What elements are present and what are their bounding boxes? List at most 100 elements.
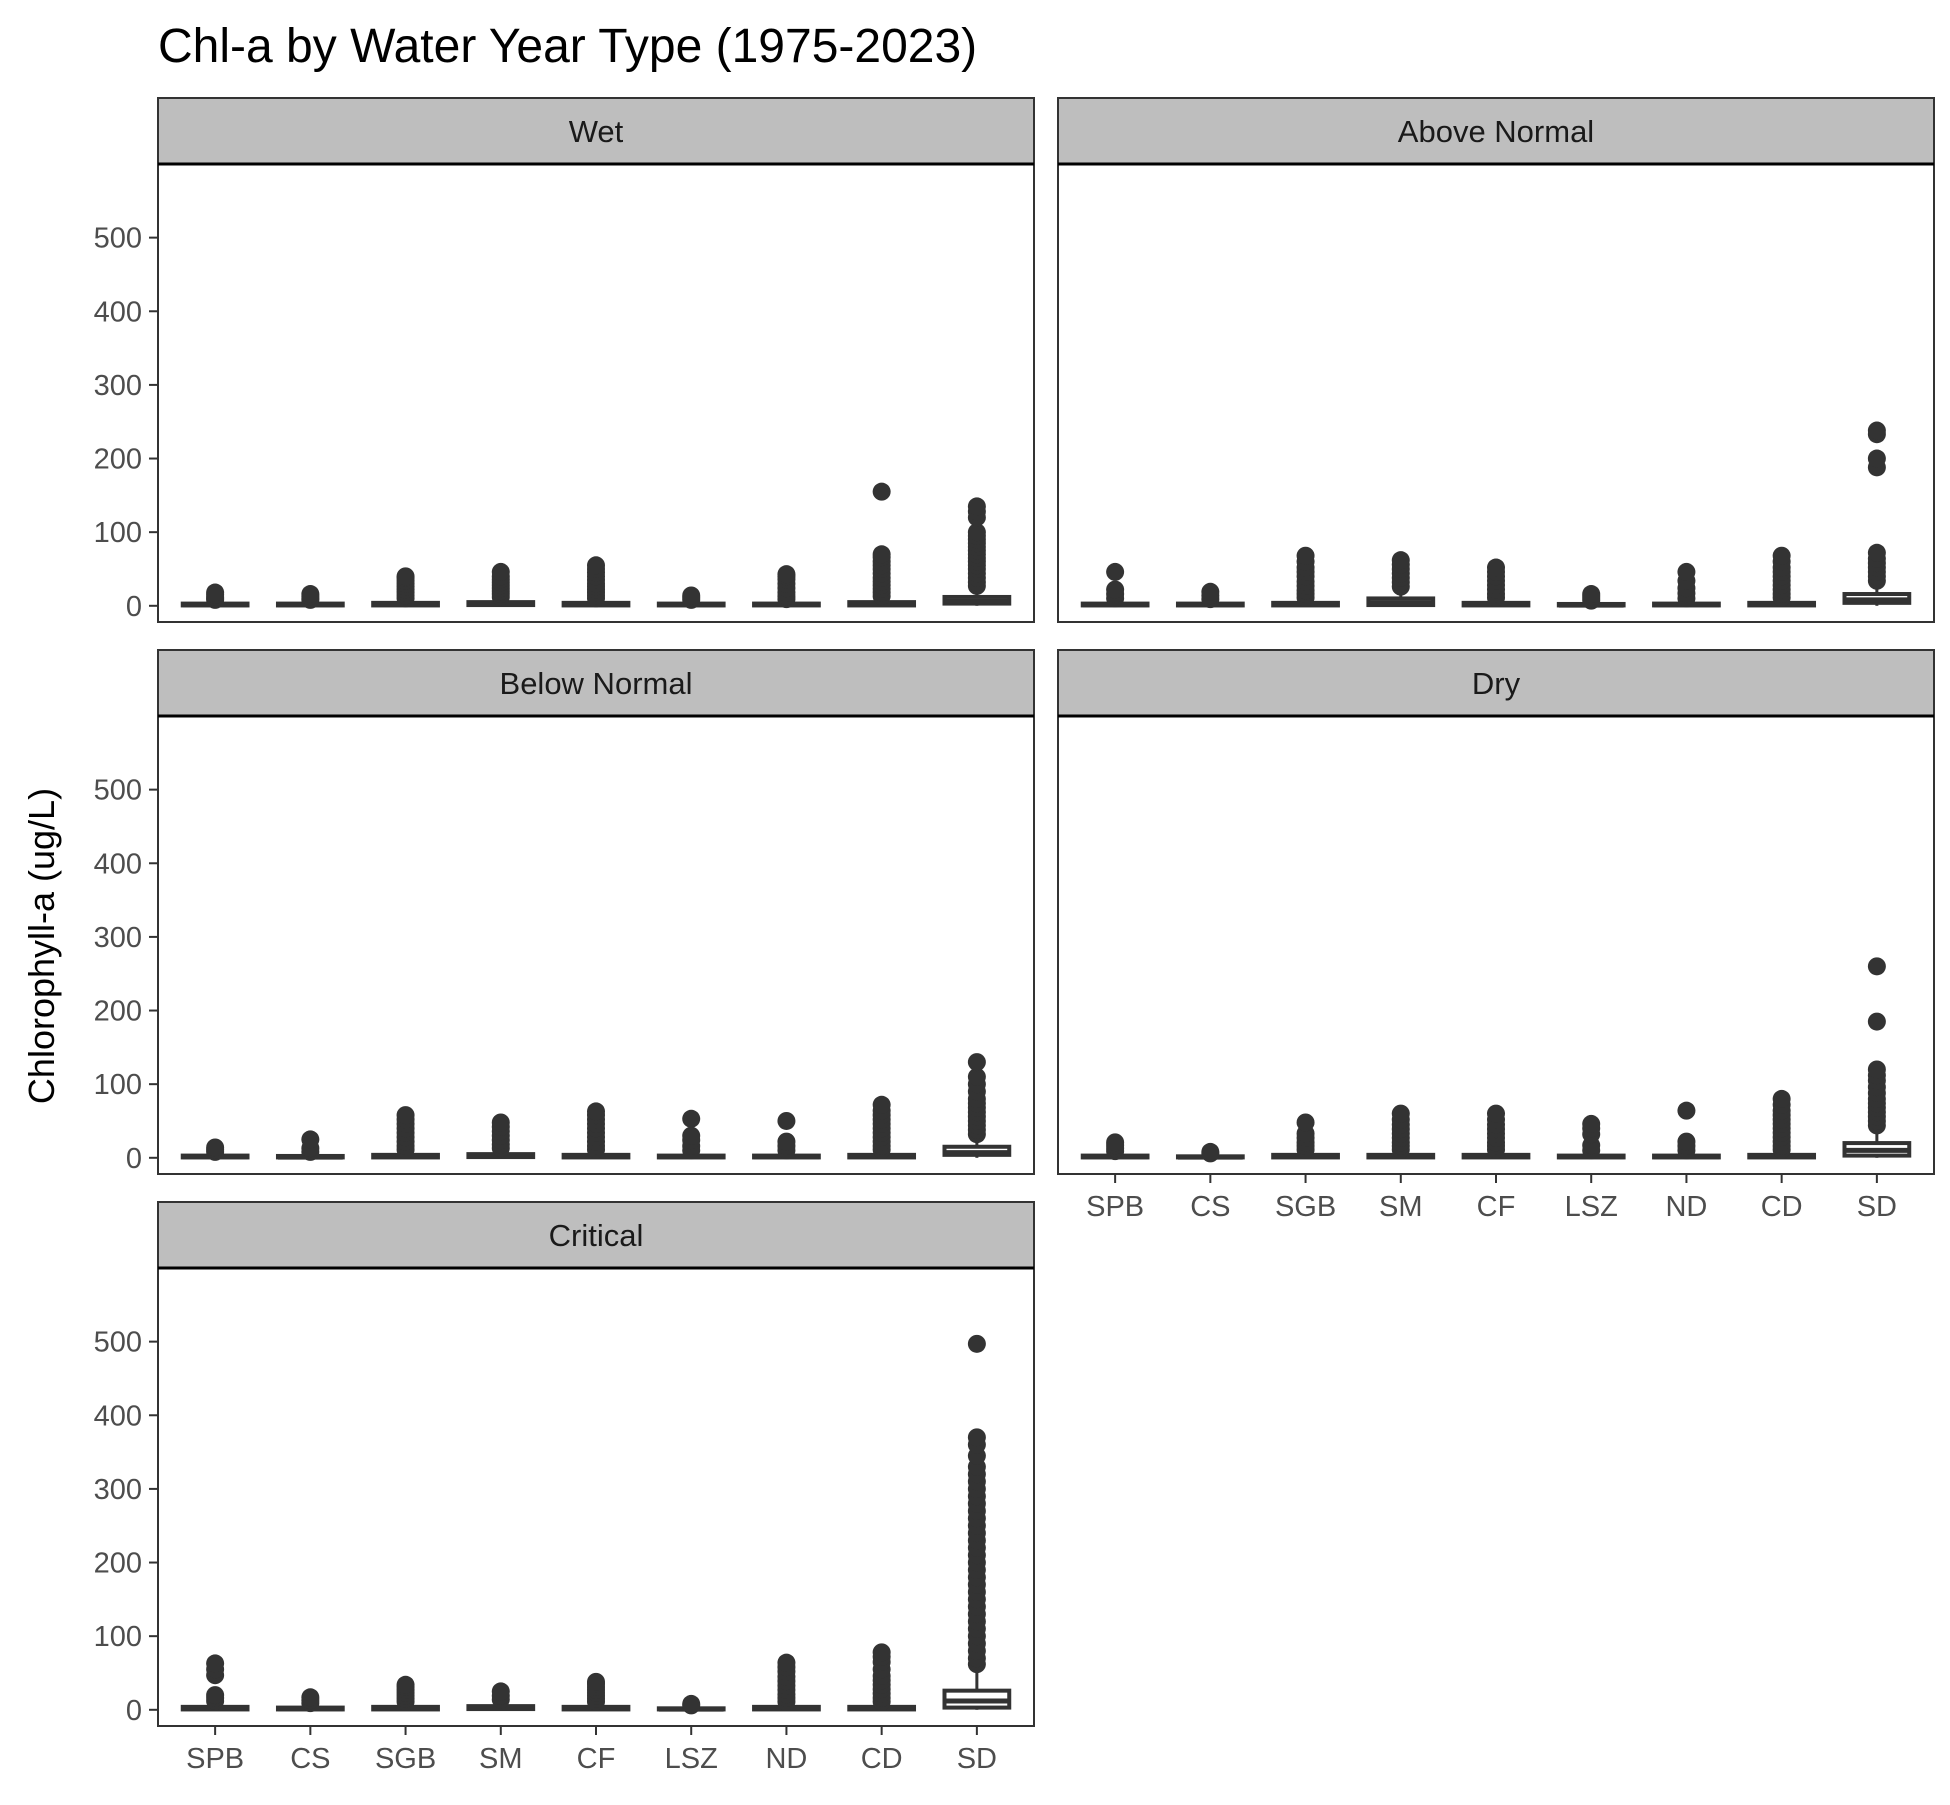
- box-lsz: [656, 1109, 726, 1160]
- x-tick-label: SPB: [186, 1743, 244, 1775]
- outlier-point: [967, 1428, 986, 1447]
- outlier-point: [967, 497, 986, 516]
- x-tick-label: SPB: [1086, 1191, 1144, 1223]
- x-tick-label: SD: [1857, 1191, 1897, 1223]
- plot-area: [157, 715, 1035, 1175]
- facet-panel-below-normal: Below Normal 0 100 200 300 400 500: [94, 649, 1035, 1175]
- outlier-point: [587, 556, 605, 575]
- y-tick-label: 400: [94, 848, 142, 880]
- box-lsz: [1556, 1114, 1626, 1160]
- box-sm: [466, 1113, 536, 1160]
- outlier-point: [396, 1675, 415, 1694]
- outlier-point: [1677, 1132, 1696, 1151]
- x-tick-label: ND: [1665, 1191, 1707, 1223]
- y-tick-label: 0: [126, 591, 142, 623]
- box-spb: [180, 583, 250, 609]
- box-sm: [1366, 1104, 1436, 1160]
- outlier-point: [1867, 421, 1886, 440]
- facet-panels: Wet 0 100 200 300 400 500 Above Normal Below Nor…: [94, 97, 1935, 1775]
- plot-area: [157, 163, 1035, 623]
- plot-area: [157, 1267, 1035, 1727]
- y-tick-label: 400: [94, 296, 142, 328]
- box-cf: [561, 1102, 631, 1160]
- x-tick-label: SM: [479, 1743, 523, 1775]
- box-cf: [561, 1672, 631, 1712]
- box-sgb: [1271, 1113, 1340, 1160]
- box-spb: [1080, 562, 1150, 608]
- box-sgb: [371, 567, 440, 608]
- box-nd: [1652, 562, 1721, 608]
- box-sgb: [371, 1106, 440, 1160]
- facet-strip: [157, 97, 1035, 165]
- outlier-point: [682, 1126, 701, 1145]
- outlier-point: [967, 523, 986, 542]
- outlier-point: [491, 562, 510, 581]
- y-tick-label: 0: [126, 1143, 142, 1175]
- y-tick-label: 0: [126, 1695, 142, 1727]
- outlier-point: [1201, 582, 1220, 601]
- outlier-point: [396, 567, 415, 586]
- outlier-point: [1296, 546, 1315, 565]
- outlier-point: [967, 1067, 986, 1086]
- outlier-point: [301, 585, 320, 604]
- y-tick-label: 200: [94, 996, 142, 1028]
- facet-strip: [1057, 649, 1935, 717]
- outlier-point: [587, 1102, 605, 1121]
- y-tick-label: 200: [94, 1548, 142, 1580]
- y-tick-label: 300: [94, 1474, 142, 1506]
- box-sd: [1842, 421, 1912, 606]
- outlier-point: [491, 1682, 510, 1701]
- outlier-point: [1201, 1142, 1220, 1161]
- outlier-point: [1487, 558, 1505, 577]
- outlier-point: [206, 1138, 225, 1157]
- outlier-point: [1677, 562, 1696, 581]
- box-sm: [466, 1682, 536, 1712]
- box-cd: [847, 1643, 917, 1712]
- x-tick-label: LSZ: [665, 1743, 718, 1775]
- outlier-point: [777, 1111, 796, 1130]
- box-cs: [275, 1130, 345, 1161]
- facet-strip-label: Critical: [549, 1218, 644, 1253]
- x-tick-label: ND: [765, 1743, 807, 1775]
- facet-panel-above-normal: Above Normal: [1057, 97, 1935, 623]
- x-tick-label: CF: [577, 1743, 616, 1775]
- outlier-point: [1867, 1060, 1886, 1079]
- y-tick-label: 500: [94, 1327, 142, 1359]
- x-tick-label: CS: [290, 1743, 330, 1775]
- box-cd: [847, 482, 917, 608]
- x-tick-label: SGB: [1275, 1191, 1336, 1223]
- box-sm: [466, 562, 536, 608]
- facet-strip-label: Above Normal: [1398, 114, 1594, 149]
- box-sd: [942, 497, 1012, 606]
- box-cf: [1461, 558, 1531, 608]
- facet-panel-wet: Wet 0 100 200 300 400 500: [94, 97, 1035, 623]
- box-spb: [1080, 1133, 1150, 1161]
- outlier-point: [301, 1130, 320, 1149]
- box-cf: [561, 556, 631, 608]
- box-lsz: [656, 586, 726, 609]
- outlier-point: [1772, 1089, 1791, 1108]
- outlier-point: [206, 583, 225, 602]
- outlier-point: [872, 1095, 891, 1114]
- outlier-point: [682, 1109, 701, 1128]
- x-tick-label: LSZ: [1565, 1191, 1618, 1223]
- outlier-point: [1867, 543, 1886, 562]
- y-tick-label: 200: [94, 444, 142, 476]
- y-tick-label: 400: [94, 1400, 142, 1432]
- box-sd: [942, 1053, 1012, 1158]
- outlier-point: [396, 1106, 415, 1125]
- outlier-point: [682, 1694, 701, 1713]
- outlier-point: [1772, 546, 1791, 565]
- outlier-point: [777, 565, 796, 584]
- outlier-point: [872, 545, 891, 564]
- outlier-point: [1867, 449, 1886, 468]
- x-tick-label: SGB: [375, 1743, 436, 1775]
- box-spb: [180, 1138, 250, 1161]
- box-cd: [1747, 546, 1817, 608]
- facet-strip: [157, 1201, 1035, 1269]
- y-tick-label: 100: [94, 517, 142, 549]
- box-sd: [1842, 957, 1912, 1158]
- plot-area: [1057, 163, 1935, 623]
- x-tick-label: CD: [1761, 1191, 1803, 1223]
- outlier-point: [587, 1672, 605, 1691]
